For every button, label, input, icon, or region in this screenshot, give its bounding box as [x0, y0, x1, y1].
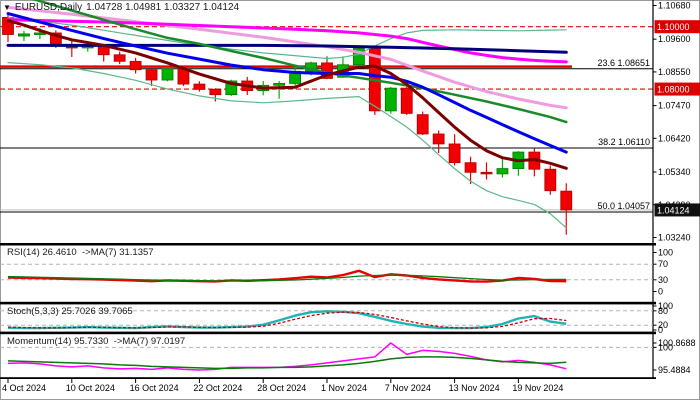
rsi-panel [0, 263, 653, 283]
candle-11-Nov [416, 111, 429, 135]
panel-separators [0, 243, 656, 379]
svg-text:100.8688: 100.8688 [658, 338, 696, 348]
candle-13-Nov [448, 134, 461, 166]
candle-15-Nov [480, 162, 493, 180]
stoch-signal [7, 311, 567, 329]
ma-200-magenta [6, 18, 568, 64]
rsi-main [7, 269, 567, 283]
momentum-ma [7, 356, 567, 370]
svg-text:10 Oct 2024: 10 Oct 2024 [66, 383, 115, 393]
svg-text:100: 100 [658, 301, 673, 311]
svg-text:1.10000: 1.10000 [657, 22, 690, 32]
candle-17-Oct [145, 65, 158, 86]
svg-text:1.06420: 1.06420 [658, 133, 691, 143]
candle-8-Nov [400, 86, 413, 115]
svg-text:4 Oct 2024: 4 Oct 2024 [2, 383, 46, 393]
svg-text:80: 80 [658, 306, 668, 316]
svg-text:16 Oct 2024: 16 Oct 2024 [130, 383, 179, 393]
candle-12-Nov [432, 130, 445, 153]
overlay-lines [6, 0, 568, 229]
stoch-panel [0, 310, 653, 330]
svg-text:1.04124: 1.04124 [657, 205, 690, 215]
price-badge-1.10000: 1.10000 [654, 20, 700, 34]
svg-text:1.05340: 1.05340 [658, 167, 691, 177]
candle-7-Nov [384, 86, 397, 114]
svg-text:23.6 1.08651: 23.6 1.08651 [597, 58, 650, 68]
svg-text:1.09600: 1.09600 [658, 34, 691, 44]
candle-10-Oct [65, 40, 78, 57]
svg-text:13 Nov 2024: 13 Nov 2024 [449, 383, 500, 393]
time-axis: 4 Oct 2024 10 Oct 2024 16 Oct 2024 22 Oct 2… [2, 379, 563, 393]
svg-text:70: 70 [658, 259, 668, 269]
candle-5-Nov [352, 46, 365, 68]
ma-100-navy [6, 43, 568, 54]
svg-text:20: 20 [658, 320, 668, 330]
candle-30-Oct [289, 66, 302, 86]
svg-text:0: 0 [658, 325, 663, 335]
candle-21-Nov [544, 165, 557, 195]
svg-text:30: 30 [658, 275, 668, 285]
fibonacci-labels: 23.6 1.08651 38.2 1.06110 50.0 1.04057 [597, 58, 650, 211]
svg-text:19 Nov 2024: 19 Nov 2024 [512, 383, 563, 393]
svg-text:7 Nov 2024: 7 Nov 2024 [385, 383, 431, 393]
svg-text:95.4884: 95.4884 [658, 365, 691, 375]
candle-7-Oct [18, 30, 30, 42]
svg-text:38.2 1.06110: 38.2 1.06110 [598, 137, 650, 147]
momentum-panel [0, 342, 653, 371]
svg-text:1.08000: 1.08000 [657, 85, 690, 95]
candle-15-Oct [113, 51, 126, 65]
ma-slow-green [31, 0, 568, 124]
rsi-ma [7, 274, 567, 282]
main-panel [0, 0, 653, 235]
svg-text:50.0 1.04057: 50.0 1.04057 [597, 201, 650, 211]
candle-23-Oct [209, 88, 222, 102]
candle-20-Nov [528, 148, 541, 177]
svg-text:1.07470: 1.07470 [658, 101, 691, 111]
svg-text:1.03240: 1.03240 [658, 233, 691, 243]
svg-text:100: 100 [658, 342, 673, 352]
svg-text:1 Nov 2024: 1 Nov 2024 [321, 383, 367, 393]
svg-text:100: 100 [658, 248, 673, 258]
candlesticks [2, 14, 573, 235]
bollinger-upper [7, 16, 567, 60]
candle-16-Oct [129, 57, 142, 74]
price-axis: 1.10680 1.09600 1.08550 1.07470 1.06420 1.053… [652, 0, 700, 379]
candle-18-Nov [496, 157, 509, 178]
svg-text:28 Oct 2024: 28 Oct 2024 [257, 383, 306, 393]
svg-text:1.08550: 1.08550 [658, 67, 691, 77]
candle-14-Oct [97, 45, 110, 62]
price-badge-1.04124: 1.04124 [654, 203, 700, 217]
price-badge-1.08000: 1.08000 [654, 82, 700, 96]
candle-29-Oct [273, 80, 286, 99]
candle-19-Nov [512, 151, 525, 176]
svg-text:22 Oct 2024: 22 Oct 2024 [193, 383, 242, 393]
ma-mid-blue [6, 12, 568, 154]
bollinger-lower [7, 61, 567, 229]
candle-22-Nov [560, 183, 573, 235]
candle-18-Oct [161, 67, 174, 82]
candle-22-Oct [193, 81, 206, 92]
svg-text:0: 0 [658, 287, 663, 297]
ma-fast-maroon [6, 19, 568, 170]
candle-14-Nov [464, 156, 477, 185]
svg-text:1.10680: 1.10680 [658, 1, 691, 11]
